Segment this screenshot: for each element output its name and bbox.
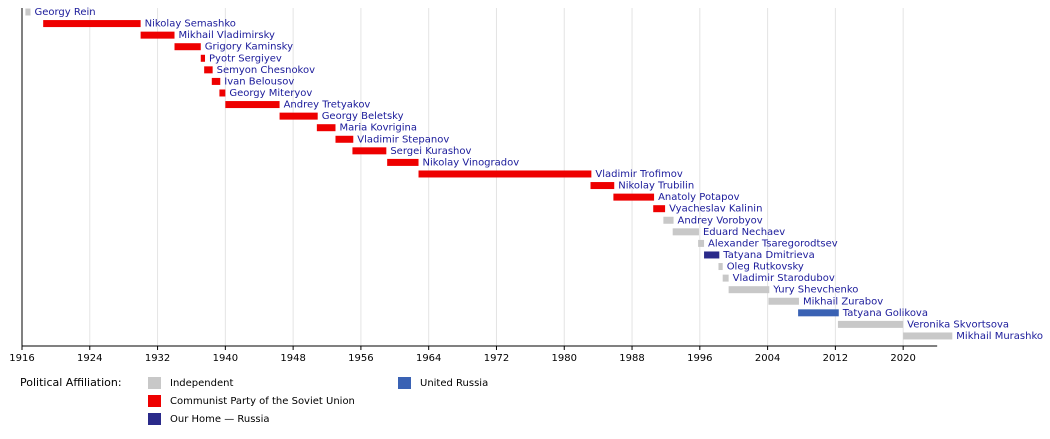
minister-label: Veronika Skvortsova — [907, 319, 1009, 330]
x-tick-label: 2012 — [823, 353, 848, 364]
legend-swatch — [148, 413, 161, 425]
x-tick-label: 1996 — [687, 353, 712, 364]
term-bar — [316, 124, 336, 132]
x-tick-label: 1932 — [145, 353, 170, 364]
minister-label: Mikhail Murashko — [956, 331, 1043, 342]
x-tick-label: 2004 — [755, 353, 780, 364]
x-tick-label: 1980 — [552, 353, 577, 364]
x-tick-label: 1972 — [484, 353, 509, 364]
term-bar — [653, 205, 666, 213]
minister-label: Vladimir Trofimov — [595, 169, 682, 180]
minister-label: Georgy Beletsky — [322, 111, 404, 122]
minister-label: Vyacheslav Kalinin — [669, 204, 762, 215]
minister-label: Georgy Rein — [34, 7, 95, 18]
minister-label: Anatoly Potapov — [658, 192, 740, 203]
legend-label: Our Home — Russia — [170, 414, 270, 425]
term-bar — [204, 66, 213, 74]
minister-label: Ivan Belousov — [224, 76, 294, 87]
term-bar — [174, 43, 201, 51]
minister-label: Nikolay Trubilin — [618, 181, 694, 192]
minister-label: Andrey Vorobyov — [678, 215, 763, 226]
term-bar — [722, 274, 729, 282]
minister-label: Tatyana Dmitrieva — [722, 250, 814, 261]
legend-title: Political Affiliation: — [20, 376, 122, 389]
term-bar — [211, 77, 221, 85]
minister-label: Yury Shevchenko — [772, 285, 858, 296]
term-bar — [613, 193, 655, 201]
term-bar — [798, 309, 839, 317]
minister-label: Andrey Tretyakov — [284, 100, 371, 111]
term-bar — [418, 170, 592, 178]
term-bar — [672, 228, 699, 236]
x-tick-label: 2020 — [890, 353, 915, 364]
term-bar — [663, 216, 674, 224]
term-bar — [837, 320, 904, 328]
term-bar — [718, 263, 723, 271]
minister-label: Tatyana Golikova — [842, 308, 928, 319]
minister-label: Pyotr Sergiyev — [209, 53, 282, 64]
term-bar — [140, 31, 175, 39]
term-bar — [279, 112, 318, 120]
term-bar — [387, 158, 419, 166]
minister-label: Nikolay Vinogradov — [423, 157, 520, 168]
legend-label: Independent — [170, 378, 233, 389]
term-bar — [704, 251, 720, 259]
x-tick-label: 1956 — [348, 353, 373, 364]
minister-label: Grigory Kaminsky — [205, 42, 293, 53]
term-bar — [903, 332, 953, 340]
legend-label: Communist Party of the Soviet Union — [170, 396, 355, 407]
term-bar — [590, 182, 615, 190]
legend-swatch — [148, 395, 161, 407]
x-tick-label: 1916 — [9, 353, 34, 364]
minister-label: Maria Kovrigina — [339, 123, 417, 134]
term-bar — [200, 54, 206, 62]
minister-label: Vladimir Stepanov — [357, 134, 449, 145]
minister-label: Mikhail Vladimirsky — [179, 30, 276, 41]
minister-label: Oleg Rutkovsky — [727, 262, 804, 273]
term-bar — [352, 147, 387, 155]
legend-label: United Russia — [420, 378, 488, 389]
minister-label: Sergei Kurashov — [390, 146, 471, 157]
x-tick-label: 1924 — [77, 353, 102, 364]
term-bar — [335, 135, 354, 143]
term-bar — [43, 20, 141, 28]
term-bar — [728, 286, 770, 294]
x-tick-label: 1948 — [280, 353, 305, 364]
term-bar — [219, 89, 226, 97]
legend-swatch — [398, 377, 411, 389]
minister-label: Semyon Chesnokov — [217, 65, 315, 76]
x-tick-label: 1940 — [213, 353, 238, 364]
x-tick-label: 1988 — [619, 353, 644, 364]
term-bar — [225, 101, 280, 109]
term-bar — [768, 297, 799, 305]
minister-label: Alexander Tsaregorodtsev — [708, 238, 838, 249]
x-tick-label: 1964 — [416, 353, 441, 364]
minister-label: Vladimir Starodubov — [733, 273, 835, 284]
minister-label: Mikhail Zurabov — [803, 296, 883, 307]
minister-label: Georgy Miteryov — [229, 88, 312, 99]
minister-label: Eduard Nechaev — [703, 227, 785, 238]
term-bar — [25, 8, 31, 16]
term-bar — [698, 239, 705, 247]
minister-label: Nikolay Semashko — [145, 19, 236, 30]
legend-swatch — [148, 377, 161, 389]
